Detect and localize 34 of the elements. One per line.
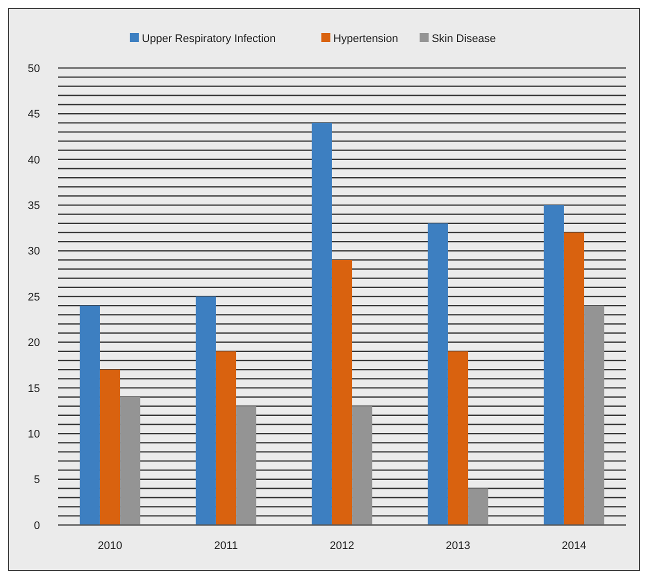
x-tick-label: 2012 bbox=[330, 540, 354, 552]
legend-label: Upper Respiratory Infection bbox=[142, 32, 276, 45]
bar bbox=[196, 296, 216, 525]
y-tick-label: 5 bbox=[34, 474, 40, 486]
y-tick-label: 40 bbox=[28, 154, 40, 166]
y-tick-label: 10 bbox=[28, 428, 40, 440]
legend-label: Skin Disease bbox=[432, 32, 496, 45]
bar bbox=[468, 488, 488, 525]
bar bbox=[80, 306, 100, 525]
bar bbox=[564, 232, 584, 525]
x-tick-label: 2013 bbox=[446, 540, 470, 552]
bar bbox=[216, 351, 236, 525]
bar bbox=[236, 406, 256, 525]
bar bbox=[120, 397, 140, 525]
bar bbox=[428, 223, 448, 525]
y-tick-label: 35 bbox=[28, 200, 40, 212]
x-tick-label: 2010 bbox=[98, 540, 122, 552]
y-tick-label: 0 bbox=[34, 520, 40, 532]
x-tick-label: 2014 bbox=[562, 540, 586, 552]
y-tick-label: 30 bbox=[28, 246, 40, 258]
y-tick-label: 20 bbox=[28, 337, 40, 350]
bar bbox=[100, 370, 120, 525]
y-tick-label: 50 bbox=[28, 62, 40, 75]
bar bbox=[584, 306, 604, 525]
bar bbox=[448, 351, 468, 525]
y-tick-label: 25 bbox=[28, 291, 40, 304]
x-tick-label: 2011 bbox=[214, 540, 238, 552]
y-tick-label: 45 bbox=[28, 108, 40, 121]
y-tick-label: 15 bbox=[28, 382, 40, 395]
bar bbox=[312, 122, 332, 525]
bar bbox=[332, 260, 352, 525]
bar bbox=[544, 205, 564, 525]
legend-label: Hypertension bbox=[333, 32, 398, 45]
bar bbox=[352, 406, 372, 525]
